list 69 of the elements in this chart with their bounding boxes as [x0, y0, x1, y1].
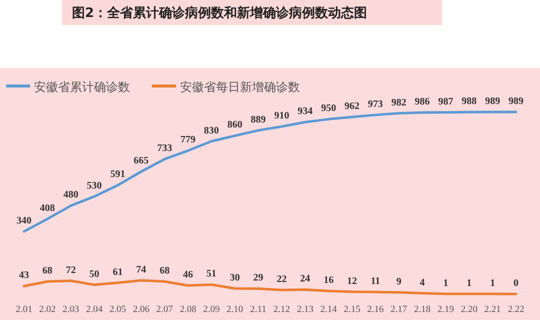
data-label: 733: [157, 143, 172, 154]
x-tick-label: 2.03: [62, 305, 80, 315]
data-label: 51: [206, 268, 216, 280]
x-tick-label: 2.21: [484, 305, 502, 315]
data-label: 0: [514, 278, 518, 289]
x-tick-label: 2.06: [132, 305, 150, 315]
data-label: 830: [204, 125, 219, 136]
x-tick-label: 2.17: [390, 305, 408, 315]
data-label: 12: [347, 276, 357, 287]
data-label: 30: [230, 272, 240, 284]
x-tick-label: 2.13: [296, 305, 314, 315]
data-label: 16: [324, 275, 334, 286]
data-label: 973: [368, 98, 383, 110]
x-tick-label: 2.09: [203, 305, 220, 315]
legend-label: 安徽省每日新增确诊数: [180, 80, 300, 94]
data-label: 988: [462, 96, 477, 108]
x-tick-label: 2.01: [16, 305, 33, 315]
x-tick-label: 2.04: [86, 305, 103, 315]
x-tick-label: 2.11: [250, 305, 267, 315]
x-tick-label: 2.07: [156, 305, 174, 315]
x-tick-label: 2.12: [273, 305, 290, 315]
x-tick-label: 2.14: [320, 305, 338, 315]
data-label: 860: [227, 120, 242, 131]
x-tick-label: 2.05: [109, 305, 126, 315]
data-label: 46: [183, 270, 193, 281]
x-tick-label: 2.20: [460, 305, 478, 315]
data-label: 9: [396, 276, 402, 288]
data-label: 480: [63, 190, 78, 201]
data-label: 50: [89, 268, 100, 280]
x-tick-label: 2.02: [39, 305, 56, 315]
data-label: 530: [86, 180, 102, 192]
data-label: 889: [250, 114, 266, 126]
x-tick-label: 2.15: [344, 305, 361, 315]
data-label: 1: [443, 278, 448, 289]
data-label: 962: [344, 100, 360, 112]
legend-label: 安徽省累计确诊数: [34, 80, 130, 94]
data-label: 11: [370, 276, 380, 287]
data-label: 665: [134, 156, 149, 167]
data-label: 989: [485, 96, 500, 107]
data-label: 779: [180, 134, 196, 146]
data-label: 43: [19, 270, 29, 282]
x-tick-label: 2.22: [508, 305, 525, 315]
chart-title: 图2：全省累计确诊病例数和新增确诊病例数动态图: [72, 5, 368, 21]
data-label: 408: [40, 202, 55, 214]
x-tick-label: 2.16: [367, 305, 384, 315]
data-label: 340: [16, 215, 32, 226]
data-label: 72: [66, 264, 76, 276]
data-label: 987: [438, 96, 454, 108]
data-label: 982: [391, 97, 406, 108]
x-tick-label: 2.08: [180, 305, 197, 315]
data-label: 24: [300, 274, 310, 285]
data-label: 22: [276, 274, 287, 285]
data-label: 910: [274, 110, 290, 122]
data-label: 68: [42, 265, 52, 276]
data-label: 1: [490, 278, 496, 289]
data-label: 68: [160, 265, 170, 276]
data-label: 934: [298, 106, 313, 118]
data-label: 950: [321, 103, 336, 114]
data-label: 989: [508, 96, 524, 107]
x-tick-label: 2.18: [414, 305, 431, 315]
data-label: 4: [420, 277, 425, 288]
x-tick-label: 2.19: [437, 305, 454, 315]
data-label: 29: [253, 272, 264, 284]
data-label: 591: [110, 169, 126, 180]
x-tick-label: 2.10: [226, 305, 244, 315]
data-label: 1: [466, 278, 472, 289]
data-label: 986: [414, 96, 430, 108]
data-label: 74: [136, 264, 146, 276]
data-label: 61: [112, 266, 123, 278]
